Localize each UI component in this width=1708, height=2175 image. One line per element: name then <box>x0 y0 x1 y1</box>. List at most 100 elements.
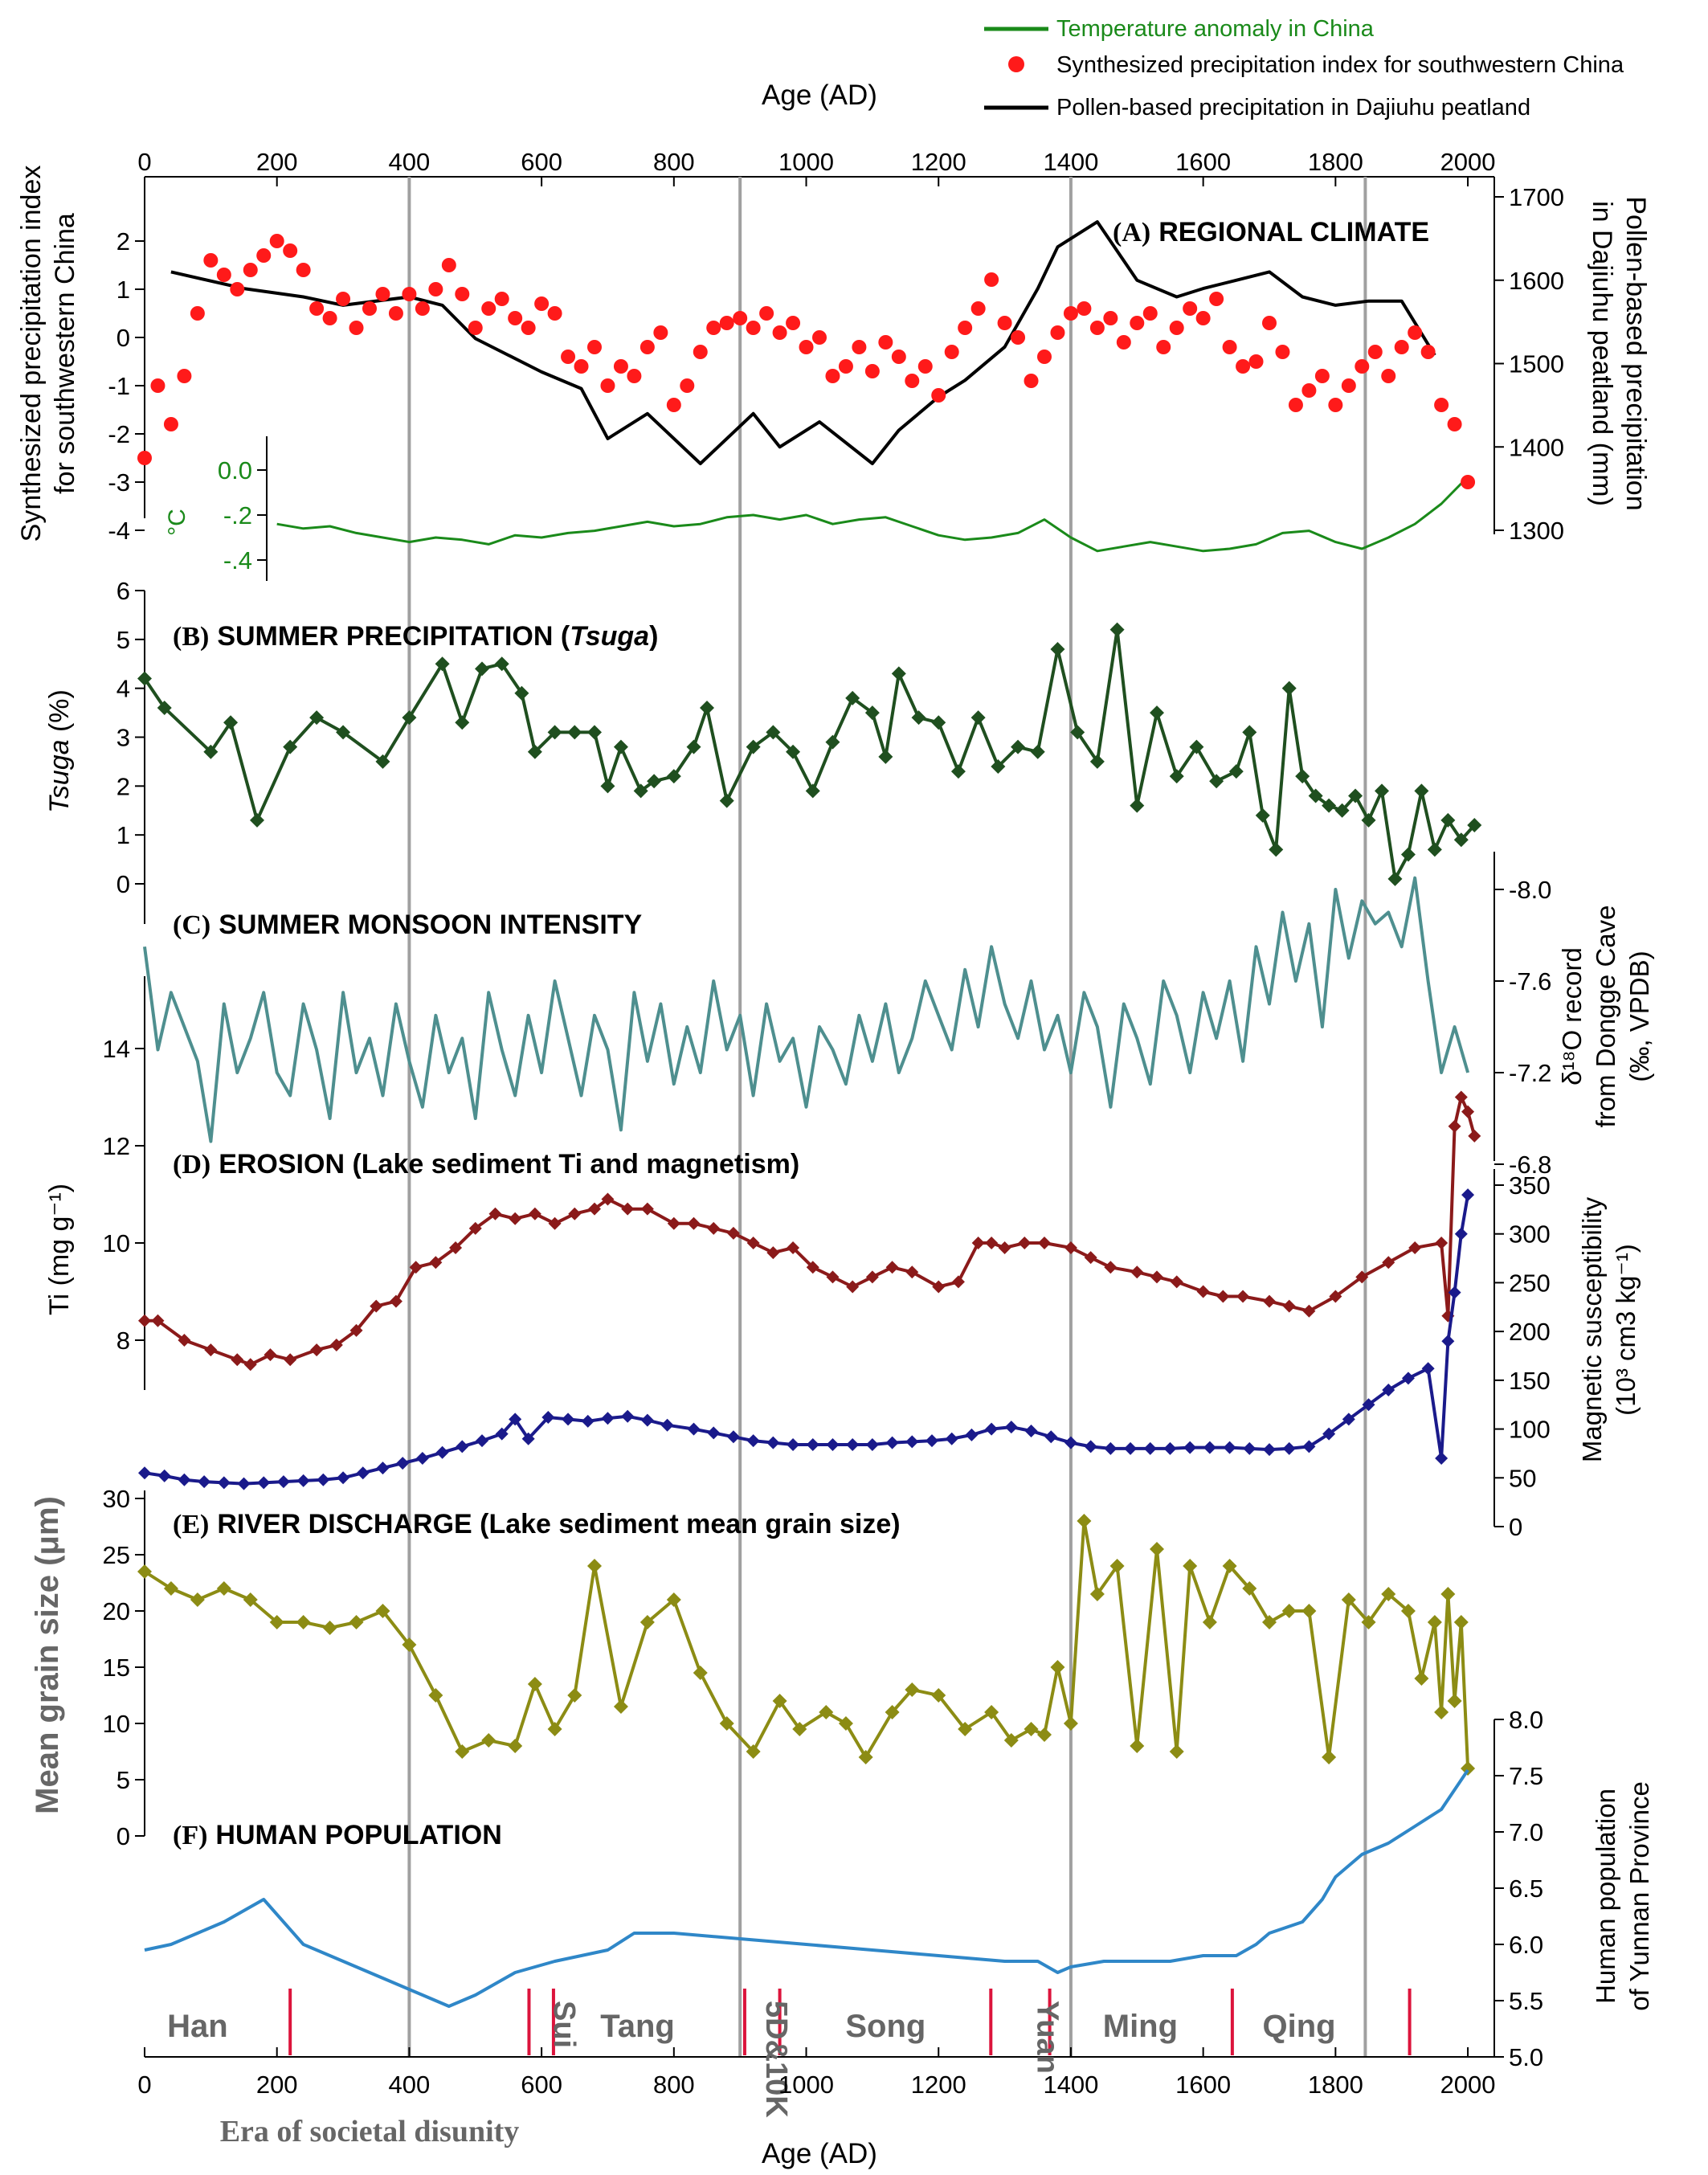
magnetic-susceptibility-point <box>621 1409 635 1423</box>
ti-point <box>429 1256 443 1269</box>
spi-point <box>163 417 178 431</box>
magnetic-susceptibility-point <box>826 1438 840 1451</box>
grain-size-point <box>163 1581 178 1596</box>
tsuga-point <box>686 739 701 754</box>
bottom-tick-label: 1400 <box>1043 2071 1098 2099</box>
spi-point <box>1195 311 1211 325</box>
pop-tick-label: 7.0 <box>1509 1818 1543 1846</box>
spi-point <box>150 378 165 393</box>
grain-size-point <box>1130 1739 1145 1753</box>
grain-size-point <box>1150 1542 1164 1556</box>
grain-size-point <box>428 1688 443 1703</box>
ti-point <box>449 1241 463 1255</box>
magnetic-susceptibility-point <box>766 1436 780 1449</box>
ti-point <box>667 1216 680 1230</box>
top-tick-label: 2000 <box>1440 148 1496 176</box>
grain-size-point <box>931 1688 946 1703</box>
ti-point <box>707 1221 721 1235</box>
ti-axis-title: Ti (mg g⁻¹) <box>44 1184 75 1315</box>
spi-point <box>852 340 867 354</box>
ti-point <box>1329 1290 1342 1303</box>
ti-point <box>389 1294 402 1308</box>
grain-size-point <box>1381 1587 1396 1601</box>
ti-point <box>1282 1299 1296 1313</box>
tsuga-point <box>1070 725 1085 740</box>
spi-point <box>415 301 430 316</box>
spi-point <box>1262 316 1277 330</box>
spi-point <box>1355 359 1370 374</box>
tsuga-point <box>587 725 602 740</box>
top-axis-ticks: 0 200 400 600 800 1000 1200 1400 1600 1800 2000 <box>137 148 1496 186</box>
magnetic-susceptibility-point <box>317 1473 330 1486</box>
spi-point <box>1169 321 1184 335</box>
top-tick-label: 1800 <box>1308 148 1363 176</box>
spi-axis-title-2: for southwestern China <box>50 213 80 494</box>
ti-point <box>826 1270 840 1284</box>
magnetic-susceptibility-point <box>1124 1441 1138 1455</box>
ti-point <box>1038 1237 1051 1249</box>
ti-tick-label: 14 <box>103 1035 130 1063</box>
grain-size-point <box>1222 1559 1237 1573</box>
ti-point <box>151 1314 165 1327</box>
bottom-axis-ticks: 0 200 400 600 800 1000 1200 1400 1600 1800 2000 <box>137 2047 1496 2099</box>
grain-size-point <box>1050 1660 1065 1674</box>
grain-size-point <box>216 1581 231 1596</box>
ti-tick-label: 10 <box>103 1229 130 1257</box>
panel-titles: (A) REGIONAL CLIMATE (B) SUMMER PRECIPITAT… <box>173 217 1429 1850</box>
spi-point <box>786 316 801 330</box>
bottom-tick-label: 600 <box>521 2071 562 2099</box>
magnetic-susceptibility-point <box>1084 1440 1097 1453</box>
grain-size-point <box>322 1621 337 1635</box>
magnetic-susceptibility-point <box>296 1474 310 1487</box>
spi-point <box>639 340 655 354</box>
grain-size-point <box>693 1666 708 1680</box>
tsuga-point <box>1375 783 1389 799</box>
ti-tick-label: 12 <box>103 1132 130 1160</box>
tsuga-point <box>1209 774 1224 789</box>
tsuga-point <box>1467 818 1482 832</box>
grain-axis-title: Mean grain size (μm) <box>30 1496 65 1814</box>
grain-size-point <box>746 1744 761 1759</box>
magnetic-susceptibility-point <box>257 1476 271 1490</box>
grain-size-point <box>1024 1722 1039 1736</box>
spi-point <box>759 306 774 321</box>
tsuga-point <box>1440 812 1456 828</box>
spi-point <box>1394 340 1409 354</box>
tsuga-point <box>250 812 264 828</box>
tsuga-point <box>375 754 390 769</box>
grain-size-point <box>1453 1615 1469 1629</box>
tsuga-point <box>1130 798 1145 813</box>
tsuga-point <box>719 793 734 808</box>
ti-point <box>998 1241 1011 1255</box>
data-series <box>137 220 1482 2008</box>
ti-line <box>145 1095 1477 1367</box>
tsuga-point <box>1169 769 1184 784</box>
bottom-tick-label: 0 <box>137 2071 151 2099</box>
spi-point <box>1077 301 1092 316</box>
grain-size-point <box>639 1615 655 1629</box>
tsuga-point <box>547 725 562 740</box>
spi-point <box>944 345 959 359</box>
spi-point <box>1447 417 1462 431</box>
grain-size-point <box>885 1705 900 1719</box>
spi-point <box>534 296 550 311</box>
spi-point <box>1434 398 1449 412</box>
pollen-axis-title-1: Pollen-based precipitation <box>1620 196 1651 510</box>
top-axis-title: Age (AD) <box>762 80 877 111</box>
grain-size-point <box>587 1559 602 1573</box>
ti-point <box>1461 1105 1475 1118</box>
grain-tick-label: 15 <box>103 1654 130 1682</box>
spi-point <box>1063 306 1078 321</box>
magnetic-susceptibility-point <box>885 1436 899 1449</box>
magnetic-susceptibility-point <box>581 1414 595 1428</box>
magnetic-susceptibility-point <box>276 1475 290 1489</box>
ti-point <box>1150 1270 1163 1284</box>
spi-axis-title-1: Synthesized precipitation index <box>16 166 47 542</box>
grain-size-point <box>1202 1615 1217 1629</box>
ti-point <box>409 1261 423 1274</box>
mag-tick-label: 350 <box>1509 1171 1551 1200</box>
pollen-tick-label: 1300 <box>1509 517 1564 545</box>
spi-point <box>693 345 708 359</box>
top-tick-label: 1600 <box>1175 148 1231 176</box>
magnetic-susceptibility-point <box>1203 1441 1216 1454</box>
